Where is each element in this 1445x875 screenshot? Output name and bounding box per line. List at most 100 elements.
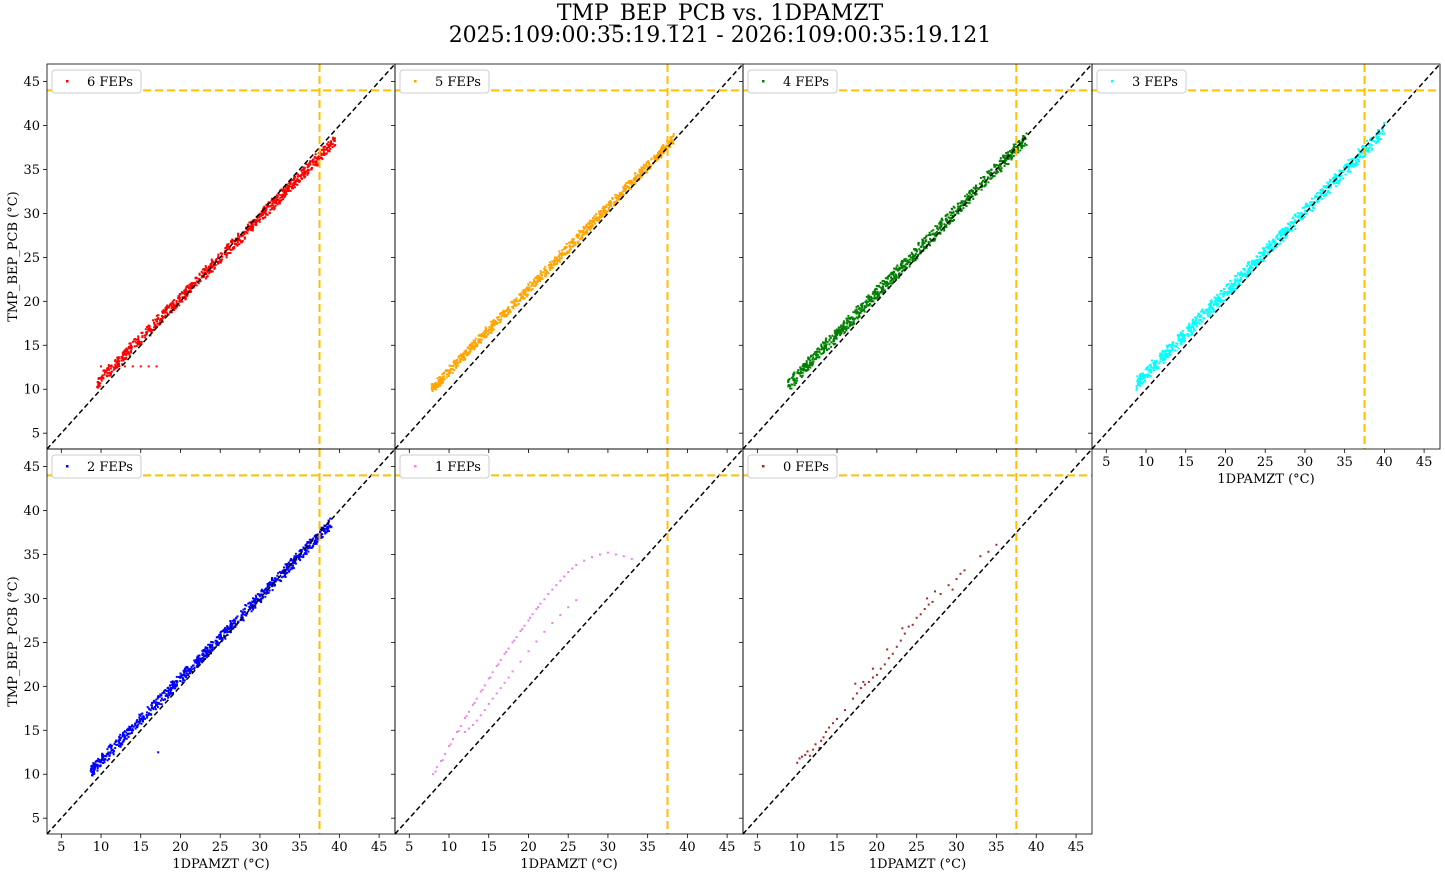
scatter-point (304, 549, 307, 552)
scatter-point (882, 287, 885, 290)
scatter-point (291, 562, 294, 565)
scatter-point (123, 365, 126, 368)
scatter-point (227, 626, 230, 629)
scatter-point (934, 232, 937, 235)
scatter-point (644, 172, 647, 175)
scatter-point (96, 763, 99, 766)
scatter-point (1176, 342, 1179, 345)
scatter-point (196, 656, 199, 659)
scatter-point (319, 528, 322, 530)
scatter-point (804, 362, 807, 365)
scatter-point (225, 628, 228, 631)
scatter-point (504, 310, 507, 313)
scatter-point (130, 732, 133, 734)
scatter-point (911, 257, 914, 260)
x-tick-label: 25 (560, 840, 577, 855)
scatter-point (119, 738, 122, 741)
scatter-point (1322, 189, 1325, 192)
y-tick-label: 20 (23, 295, 40, 310)
scatter-point (197, 654, 200, 657)
scatter-point (167, 690, 170, 692)
scatter-point (518, 293, 521, 296)
scatter-point (523, 624, 526, 627)
scatter-point (792, 378, 795, 381)
scatter-point (822, 342, 825, 345)
scatter-point (302, 555, 305, 558)
scatter-point (315, 157, 318, 160)
scatter-point (962, 202, 965, 205)
scatter-point (576, 241, 579, 244)
scatter-point (169, 684, 172, 687)
scatter-point (305, 549, 308, 552)
scatter-point (567, 606, 570, 609)
scatter-point (157, 696, 160, 699)
scatter-point (607, 209, 610, 212)
scatter-point (820, 343, 823, 346)
scatter-point (548, 264, 550, 267)
scatter-point (608, 206, 610, 209)
scatter-point (157, 314, 160, 317)
scatter-point (534, 285, 537, 287)
scatter-point (215, 642, 218, 645)
scatter-point (490, 331, 493, 334)
scatter-point (638, 168, 641, 171)
scatter-point (434, 381, 437, 384)
scatter-point (908, 265, 911, 268)
scatter-point (983, 185, 986, 188)
scatter-point (891, 652, 894, 655)
scatter-point (1276, 233, 1279, 236)
scatter-point (139, 714, 142, 717)
scatter-point (272, 579, 275, 582)
scatter-point (203, 269, 206, 272)
scatter-point (237, 234, 240, 237)
scatter-point (248, 221, 251, 224)
scatter-point (302, 547, 305, 550)
scatter-point (805, 362, 808, 365)
scatter-point (325, 527, 328, 530)
scatter-point (131, 365, 134, 368)
scatter-point (254, 222, 257, 224)
scatter-point (1302, 206, 1304, 209)
scatter-point (1165, 356, 1168, 359)
scatter-point (1140, 377, 1143, 380)
scatter-point (933, 239, 936, 242)
scatter-point (904, 257, 907, 260)
scatter-point (134, 340, 137, 343)
scatter-point (573, 242, 576, 245)
scatter-point (96, 767, 99, 770)
scatter-point (185, 294, 188, 297)
scatter-point (818, 746, 821, 749)
scatter-point (1013, 146, 1016, 149)
scatter-point (1268, 246, 1271, 249)
scatter-point (200, 275, 203, 278)
scatter-point (1266, 246, 1269, 249)
scatter-point (600, 214, 603, 217)
scatter-point (255, 596, 258, 599)
scatter-point (491, 327, 494, 330)
scatter-point (192, 284, 195, 287)
scatter-point (923, 237, 926, 240)
scatter-point (1012, 151, 1014, 154)
scatter-point (195, 660, 198, 663)
scatter-point (431, 386, 434, 389)
scatter-point (225, 256, 228, 259)
scatter-point (209, 269, 212, 272)
scatter-point (106, 367, 109, 370)
scatter-point (140, 722, 143, 725)
scatter-point (483, 684, 486, 687)
scatter-point (286, 189, 289, 192)
scatter-point (282, 198, 285, 201)
scatter-point (790, 387, 793, 390)
scatter-point (927, 603, 930, 606)
scatter-point (1255, 255, 1258, 258)
scatter-point (330, 140, 332, 143)
scatter-point (1326, 181, 1329, 184)
scatter-point (327, 523, 329, 526)
scatter-point (505, 314, 508, 317)
scatter-point (539, 280, 541, 283)
scatter-point (125, 737, 128, 740)
scatter-point (937, 228, 940, 231)
scatter-point (1213, 302, 1216, 305)
scatter-point (532, 284, 535, 287)
scatter-point (460, 357, 463, 360)
